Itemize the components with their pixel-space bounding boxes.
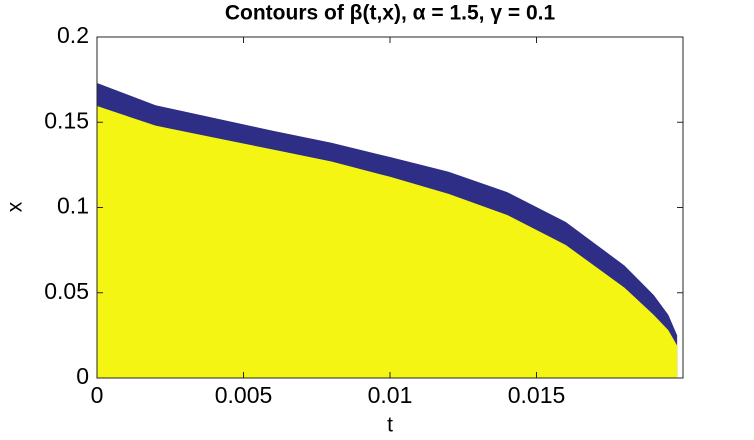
y-tick-label: 0.05 <box>44 278 89 304</box>
x-axis-label: t <box>387 414 393 437</box>
y-tick-label: 0 <box>76 363 89 389</box>
x-tick-label: 0.005 <box>215 382 273 408</box>
x-tick-label: 0 <box>91 382 104 408</box>
chart-title: Contours of β(t,x), α = 1.5, γ = 0.1 <box>225 2 556 25</box>
y-tick-label: 0.1 <box>57 193 89 219</box>
x-tick-label: 0.01 <box>368 382 413 408</box>
y-axis-label: x <box>4 201 27 212</box>
y-tick-label: 0.15 <box>44 107 89 133</box>
x-tick-label: 0.015 <box>508 382 566 408</box>
y-tick-label: 0.2 <box>57 22 89 48</box>
contour-region <box>97 106 678 379</box>
